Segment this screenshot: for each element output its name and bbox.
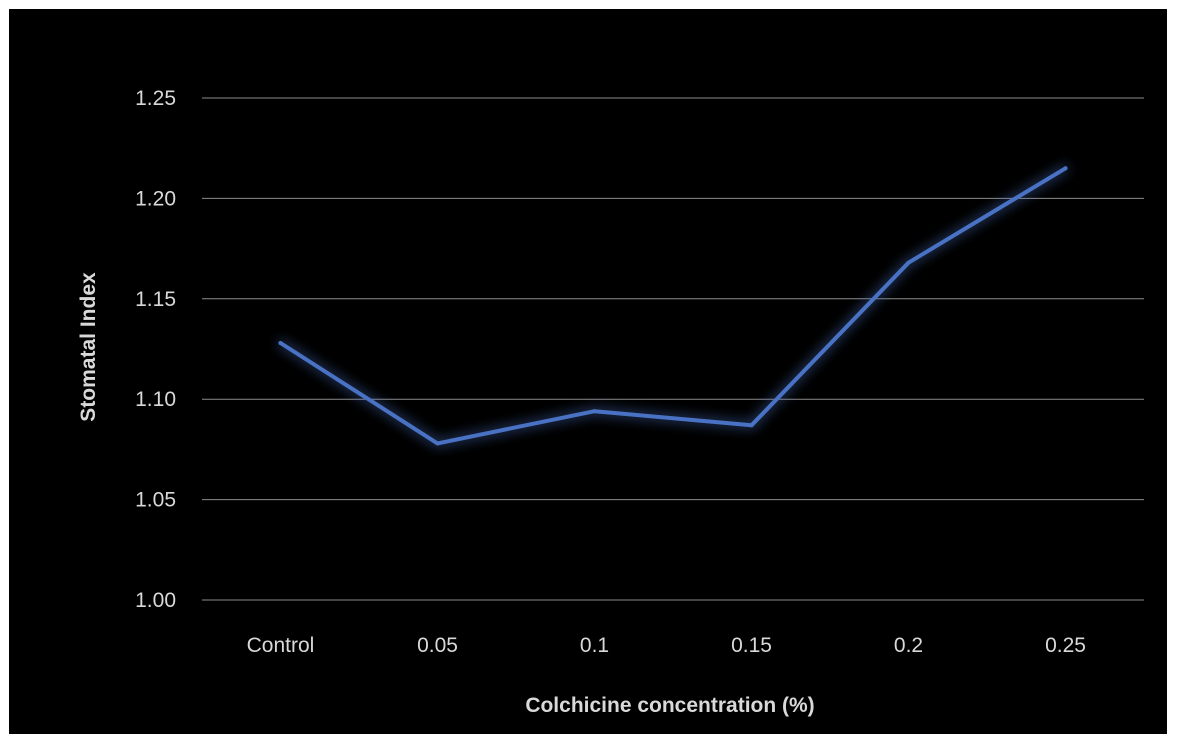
x-tick-label: 0.1 [580,634,609,657]
x-tick-label: 0.05 [417,634,458,657]
series-line [278,166,1068,446]
data-point [906,260,911,265]
y-tick-label: 1.10 [135,388,176,411]
y-tick-label: 1.15 [135,288,176,311]
x-axis-ticks: Control 0.05 0.1 0.15 0.2 0.25 [247,634,1086,657]
y-tick-label: 1.00 [135,589,176,612]
x-axis-title: Colchicine concentration (%) [525,694,814,717]
y-tick-label: 1.05 [135,489,176,512]
x-tick-label: Control [247,634,315,657]
x-tick-label: 0.25 [1045,634,1086,657]
data-point [592,409,597,414]
chart-area: 1.00 1.05 1.10 1.15 1.20 1.25 Control 0.05 0.1 0… [9,9,1167,734]
data-point [1063,166,1068,171]
x-tick-label: 0.15 [731,634,772,657]
y-tick-label: 1.25 [135,87,176,110]
y-axis-ticks: 1.00 1.05 1.10 1.15 1.20 1.25 [135,87,176,612]
y-tick-label: 1.20 [135,187,176,210]
data-point [278,340,283,345]
line-chart: 1.00 1.05 1.10 1.15 1.20 1.25 Control 0.05 0.1 0… [77,87,1144,717]
data-point [749,423,754,428]
series-layer [278,166,1068,446]
x-tick-label: 0.2 [894,634,923,657]
y-axis-title: Stomatal Index [77,272,100,422]
data-point [435,441,440,446]
gridlines [202,97,1144,601]
